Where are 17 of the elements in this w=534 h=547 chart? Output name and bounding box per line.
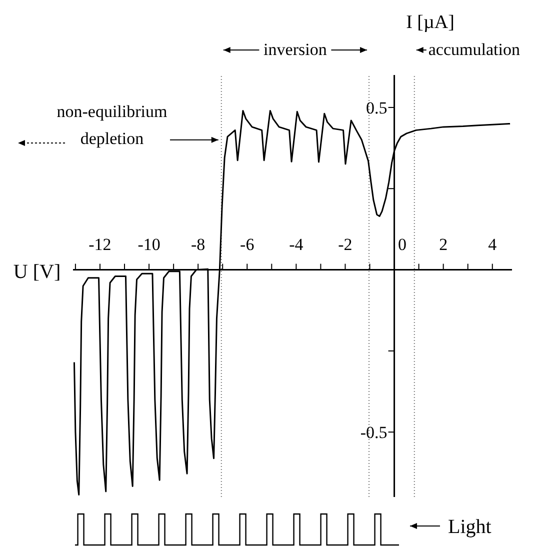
x-tick-label: -10 <box>138 234 160 254</box>
x-tick-label: -4 <box>289 234 304 254</box>
y-axis-title: I [µA] <box>406 12 454 33</box>
x-tick-label: -2 <box>338 234 352 254</box>
x-tick-label: -8 <box>190 234 206 254</box>
text: Light <box>448 516 492 538</box>
x-tick-label: -12 <box>88 234 112 254</box>
x-tick-label: -6 <box>240 234 254 254</box>
x-axis-title: U [V] <box>13 260 61 283</box>
x-tick-label: 4 <box>488 234 498 254</box>
text: accumulation <box>428 40 520 59</box>
x-tick-label: 2 <box>439 234 448 254</box>
annotation: non-equilibrium depletion <box>56 102 168 148</box>
text: inversion <box>264 40 328 59</box>
y-tick-label: -0.5 <box>360 423 388 442</box>
y-tick-label: 0.5 <box>366 98 388 118</box>
x-tick-label: 0 <box>398 234 407 254</box>
